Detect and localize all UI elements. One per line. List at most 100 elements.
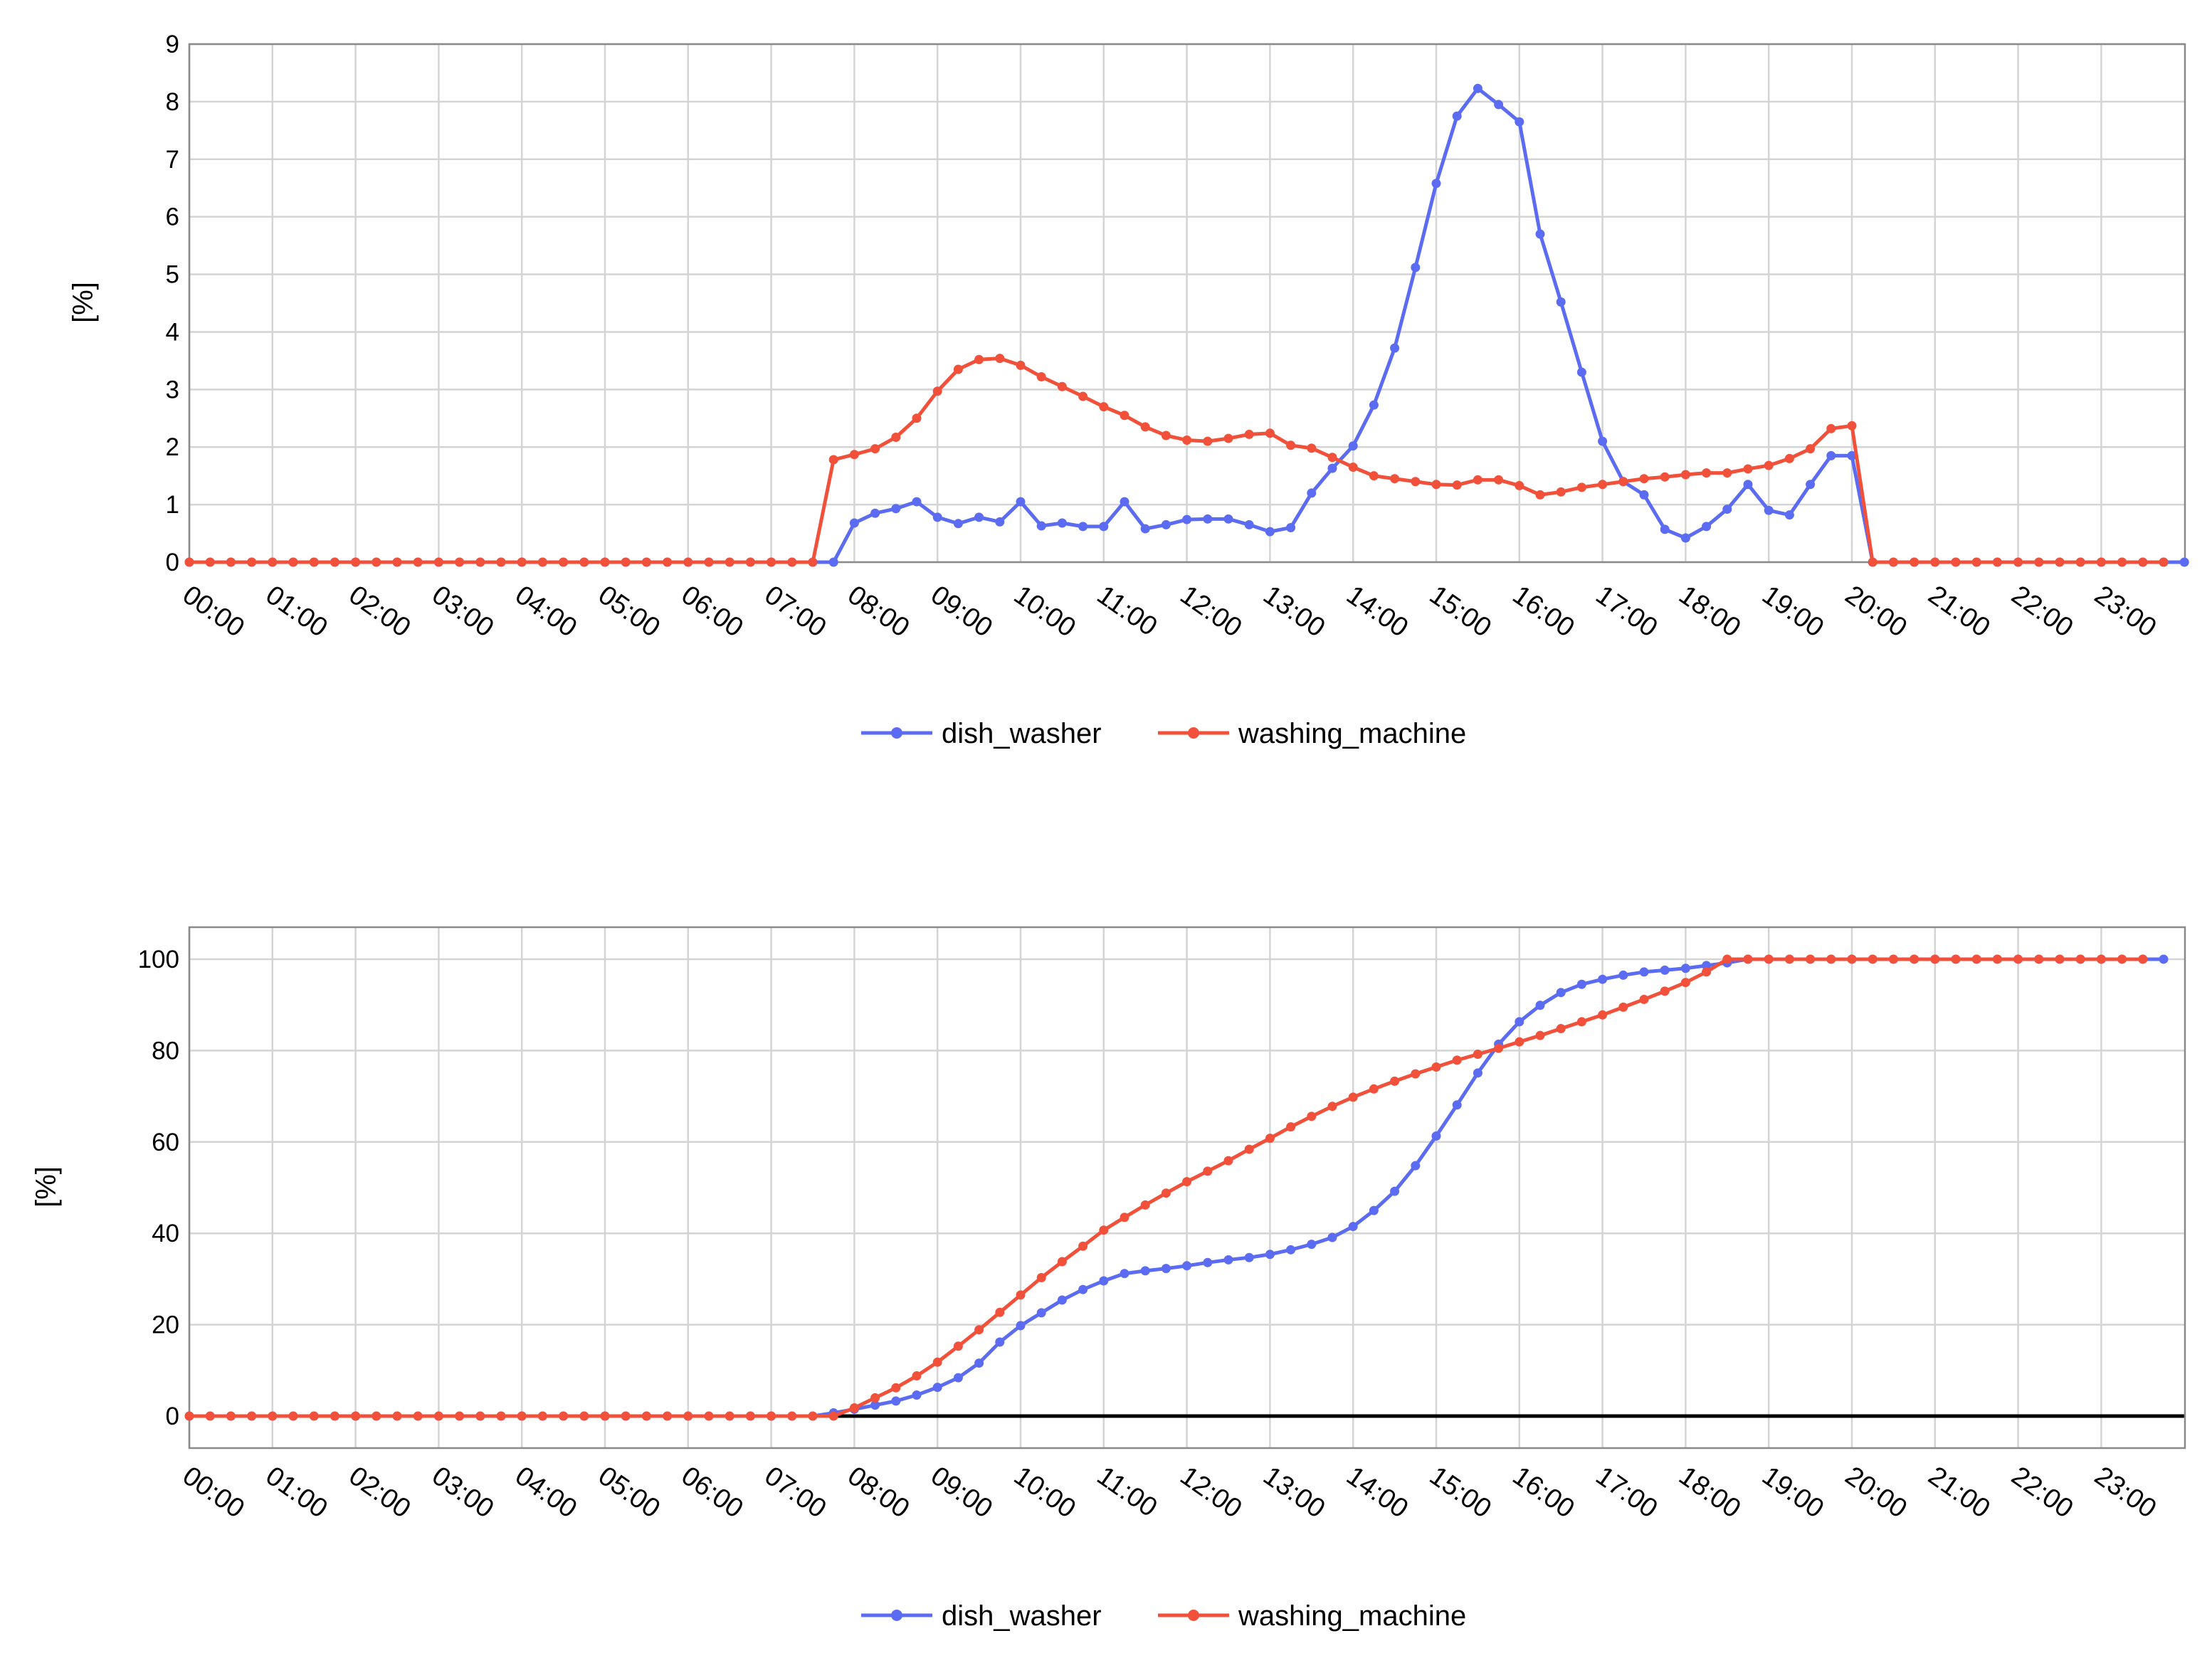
x-tick-label: 21:00: [1923, 580, 1996, 643]
data-point: [309, 557, 319, 567]
data-point: [953, 1373, 963, 1383]
data-point: [537, 557, 547, 567]
y-tick-label: 5: [166, 261, 179, 289]
data-point: [1036, 1308, 1046, 1318]
data-point: [1556, 297, 1566, 307]
data-point: [1203, 1257, 1213, 1267]
x-tick-label: 23:00: [2089, 1461, 2161, 1524]
x-tick-label: 01:00: [260, 1461, 333, 1524]
data-point: [974, 354, 984, 364]
data-point: [1390, 1076, 1400, 1086]
legend-marker: [1188, 1610, 1199, 1621]
data-point: [704, 557, 714, 567]
data-point: [2159, 557, 2169, 567]
data-point: [1307, 1240, 1317, 1250]
data-point: [1099, 1276, 1109, 1286]
data-point: [2138, 557, 2148, 567]
data-point: [745, 557, 755, 567]
x-tick-label: 12:00: [1174, 1461, 1247, 1524]
data-point: [1847, 954, 1857, 964]
data-point: [1764, 505, 1774, 515]
data-point: [1390, 474, 1400, 484]
plot-frame: [188, 926, 2186, 1450]
data-point: [1598, 480, 1608, 490]
x-tick-label: 09:00: [925, 1461, 998, 1524]
data-point: [351, 1411, 361, 1421]
data-point: [2055, 954, 2065, 964]
data-point: [372, 557, 381, 567]
data-point: [226, 1411, 236, 1421]
data-point: [1826, 450, 1836, 460]
data-point: [1868, 557, 1877, 567]
x-tick-label: 03:00: [426, 1461, 499, 1524]
data-point: [1888, 557, 1898, 567]
data-point: [1639, 994, 1649, 1004]
data-point: [1806, 480, 1816, 490]
data-point: [953, 364, 963, 374]
data-point: [1556, 487, 1566, 497]
data-point: [1847, 450, 1857, 460]
data-point: [288, 1411, 298, 1421]
data-point: [621, 557, 631, 567]
legend-label: dish_washer: [942, 1600, 1102, 1632]
x-tick-label: 08:00: [842, 580, 915, 643]
data-point: [849, 450, 859, 460]
x-tick-label: 13:00: [1258, 580, 1330, 643]
data-point: [1431, 480, 1441, 490]
data-point: [974, 1358, 984, 1368]
y-tick-label: 8: [166, 88, 179, 116]
y-tick-label: 20: [152, 1311, 179, 1339]
data-point: [2034, 557, 2044, 567]
data-point: [517, 557, 527, 567]
data-point: [1099, 522, 1109, 532]
data-point: [433, 557, 443, 567]
x-tick-label: 02:00: [343, 1461, 416, 1524]
data-point: [1286, 440, 1296, 450]
y-tick-label: 0: [166, 549, 179, 576]
data-point: [1327, 453, 1337, 463]
data-point: [621, 1411, 631, 1421]
data-point: [1639, 474, 1649, 484]
data-point: [351, 557, 361, 567]
data-point: [1411, 1069, 1421, 1079]
data-point: [1223, 433, 1233, 443]
data-point: [1120, 497, 1129, 507]
x-tick-label: 14:00: [1341, 580, 1413, 643]
y-tick-label: 0: [166, 1403, 179, 1430]
data-point: [1411, 263, 1421, 273]
data-point: [1182, 1261, 1192, 1271]
data-point: [1452, 1055, 1462, 1065]
data-point: [1515, 1017, 1524, 1027]
x-tick-label: 16:00: [1507, 580, 1580, 643]
data-point: [1182, 514, 1192, 524]
data-point: [1722, 468, 1732, 478]
data-point: [932, 512, 942, 522]
y-tick-label: 40: [152, 1220, 179, 1247]
data-point: [1411, 1161, 1421, 1171]
data-point: [1057, 1257, 1067, 1267]
data-point: [1515, 480, 1524, 490]
y-tick-label: 3: [166, 376, 179, 403]
data-point: [2055, 557, 2065, 567]
data-point: [537, 1411, 547, 1421]
data-point: [1265, 1134, 1275, 1144]
data-point: [1473, 475, 1482, 485]
data-point: [1494, 100, 1504, 110]
x-tick-label: 15:00: [1424, 580, 1497, 643]
data-point: [787, 557, 797, 567]
data-point: [330, 557, 339, 567]
data-point: [1660, 472, 1670, 482]
data-point: [1535, 490, 1545, 500]
data-point: [912, 497, 922, 507]
data-point: [392, 1411, 402, 1421]
data-point: [1556, 1024, 1566, 1034]
data-point: [683, 557, 693, 567]
data-point: [808, 557, 818, 567]
data-point: [1265, 527, 1275, 537]
data-point: [1286, 1245, 1296, 1255]
data-point: [1806, 444, 1816, 454]
data-point: [2013, 557, 2023, 567]
x-tick-label: 08:00: [842, 1461, 915, 1524]
legend-item-dish-washer: dish_washer: [861, 718, 1102, 749]
x-tick-label: 17:00: [1590, 1461, 1663, 1524]
